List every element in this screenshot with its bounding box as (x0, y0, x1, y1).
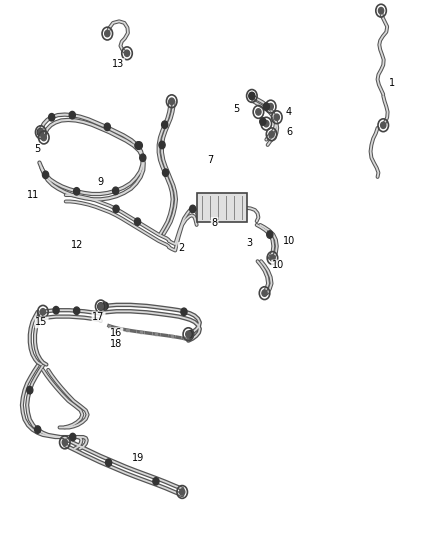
Text: 9: 9 (98, 177, 104, 187)
Circle shape (263, 103, 269, 110)
Circle shape (269, 131, 274, 138)
Circle shape (106, 459, 112, 466)
Text: 2: 2 (179, 243, 185, 253)
Circle shape (169, 98, 174, 104)
Circle shape (70, 433, 76, 441)
Circle shape (186, 331, 191, 337)
Circle shape (49, 114, 55, 121)
Circle shape (274, 114, 279, 120)
Circle shape (62, 439, 67, 446)
Text: 1: 1 (389, 78, 395, 87)
Text: 12: 12 (71, 240, 83, 250)
Text: 13: 13 (112, 59, 124, 69)
Circle shape (136, 142, 142, 149)
Circle shape (153, 478, 159, 485)
Circle shape (162, 121, 168, 128)
Circle shape (27, 386, 33, 394)
Circle shape (162, 169, 169, 176)
Circle shape (135, 142, 141, 149)
Text: 15: 15 (35, 318, 48, 327)
Circle shape (124, 50, 130, 56)
Circle shape (35, 426, 41, 433)
Circle shape (249, 93, 254, 99)
Text: 16: 16 (110, 328, 122, 338)
Text: 10: 10 (272, 261, 284, 270)
Circle shape (260, 118, 266, 125)
Circle shape (38, 129, 43, 135)
Circle shape (249, 92, 255, 100)
Circle shape (262, 290, 267, 296)
Circle shape (102, 302, 108, 310)
Text: 5: 5 (233, 104, 240, 114)
Circle shape (74, 307, 80, 314)
Text: 10: 10 (283, 236, 295, 246)
Text: 6: 6 (286, 127, 292, 137)
Circle shape (270, 255, 275, 261)
Text: 7: 7 (207, 155, 213, 165)
Circle shape (267, 231, 273, 238)
Circle shape (180, 489, 185, 495)
Circle shape (268, 103, 273, 110)
Circle shape (264, 120, 269, 127)
Text: 11: 11 (27, 190, 39, 199)
Circle shape (41, 134, 46, 141)
Circle shape (159, 141, 165, 149)
Circle shape (187, 330, 194, 338)
Circle shape (69, 111, 75, 119)
Circle shape (378, 7, 384, 14)
Text: 18: 18 (110, 339, 122, 349)
Text: 4: 4 (286, 107, 292, 117)
Circle shape (113, 205, 119, 213)
Circle shape (104, 123, 110, 131)
Circle shape (74, 188, 80, 195)
Text: 8: 8 (212, 218, 218, 228)
Circle shape (98, 303, 103, 310)
Text: 5: 5 (34, 144, 40, 154)
Circle shape (190, 205, 196, 213)
Circle shape (105, 30, 110, 37)
Circle shape (256, 109, 261, 115)
Circle shape (42, 171, 49, 179)
Circle shape (53, 306, 59, 314)
Circle shape (181, 308, 187, 316)
Circle shape (381, 122, 386, 128)
Text: 3: 3 (247, 238, 253, 247)
Text: 19: 19 (132, 454, 144, 463)
Text: 17: 17 (92, 312, 105, 322)
FancyBboxPatch shape (197, 193, 247, 222)
Circle shape (140, 154, 146, 161)
Circle shape (40, 309, 46, 315)
Circle shape (37, 128, 43, 136)
Circle shape (113, 187, 119, 195)
Circle shape (134, 218, 141, 225)
Circle shape (98, 303, 104, 310)
